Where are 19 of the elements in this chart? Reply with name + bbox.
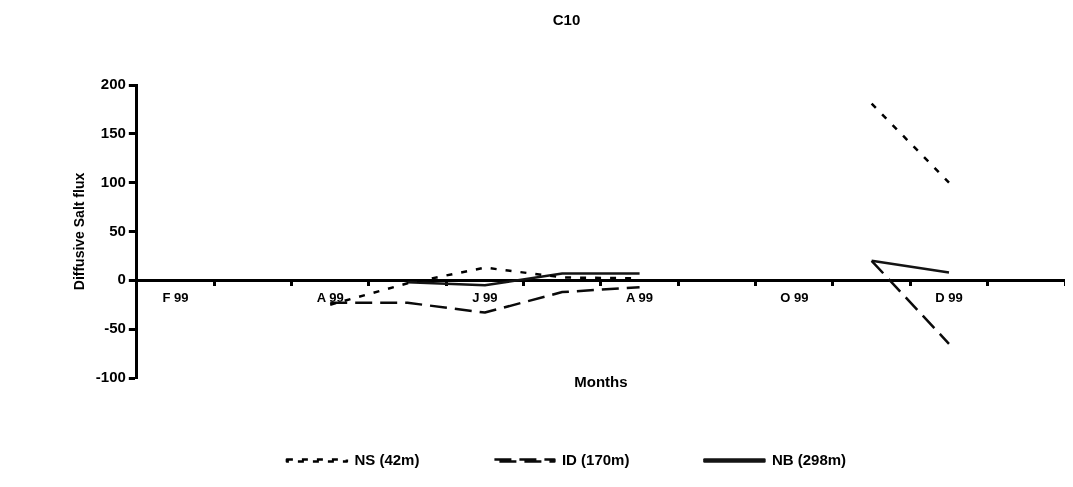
y-tick-label: 200 [100, 75, 126, 93]
y-tick-label: 0 [117, 270, 126, 288]
y-tick-label: 150 [100, 123, 126, 141]
x-tick-label: A 99 [626, 289, 654, 305]
y-tick-label: 100 [100, 172, 126, 190]
chart-title: C10 [552, 11, 581, 29]
x-tick-label: O 99 [780, 289, 809, 305]
x-tick-label: D 99 [935, 289, 963, 305]
legend-label: NS (42m) [354, 450, 420, 468]
x-tick-label: F 99 [162, 289, 189, 305]
x-tick-label: A 99 [316, 289, 344, 305]
y-tick-label: -100 [95, 368, 126, 386]
y-tick-label: -50 [104, 319, 126, 337]
x-axis-title: Months [574, 373, 628, 391]
y-axis-title: Diffusive Salt flux [71, 172, 88, 291]
y-tick-label: 50 [109, 221, 126, 239]
legend-label: NB (298m) [771, 450, 847, 468]
legend-label: ID (170m) [561, 450, 630, 468]
x-tick-label: J 99 [472, 289, 498, 305]
